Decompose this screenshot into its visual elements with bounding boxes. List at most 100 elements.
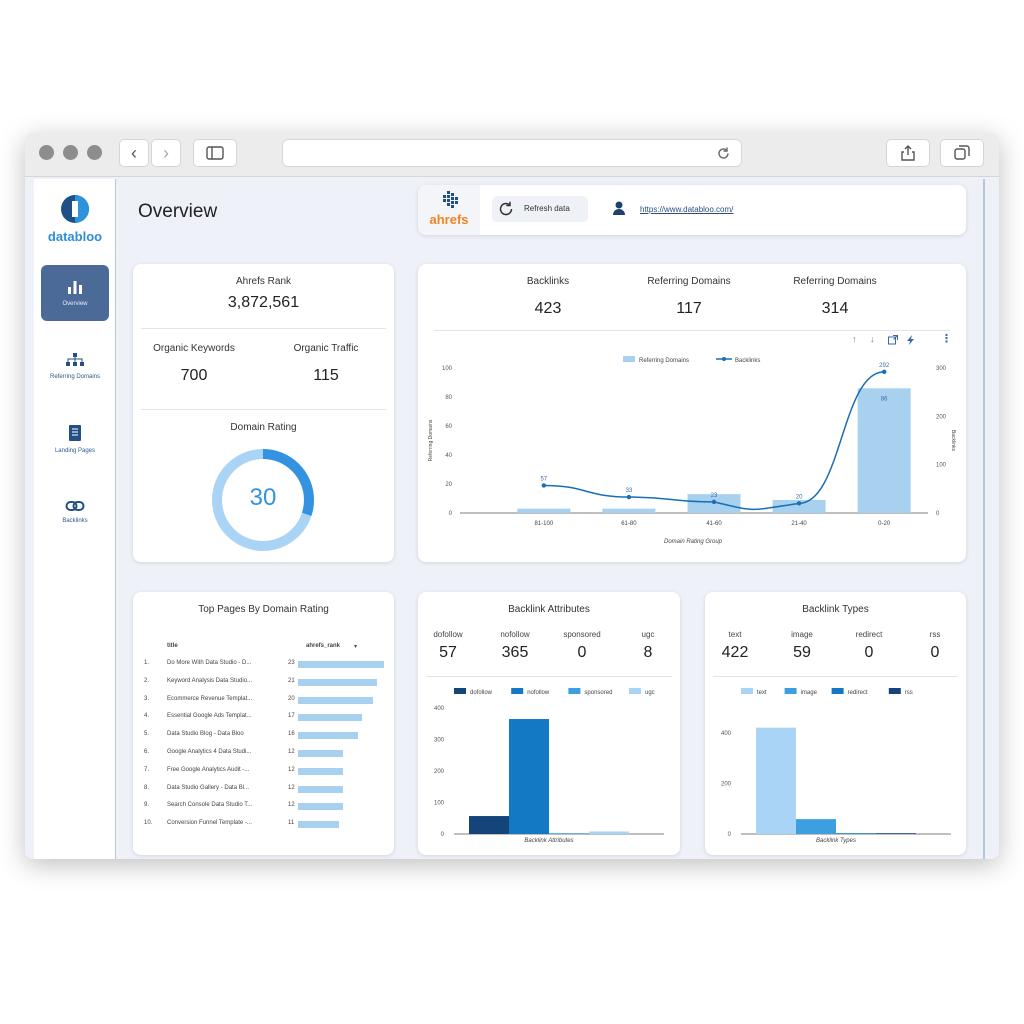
table-row[interactable]: 3. Ecommerce Revenue Templat... 20	[133, 696, 394, 708]
row-bar	[298, 714, 362, 722]
site-link[interactable]: https://www.databloo.com/	[640, 205, 734, 214]
row-bar	[298, 785, 343, 793]
legend-swatch-dofollow	[454, 688, 466, 694]
y-tick-label: 100	[442, 366, 453, 372]
backlink-types-chart: text image redirect rss 0 200 400 Backlink Type…	[721, 688, 951, 844]
more-options-icon[interactable]: ⋮	[941, 333, 952, 345]
bar-referring-domains[interactable]	[772, 499, 826, 513]
share-button[interactable]	[886, 139, 930, 167]
y-tick-label: 0	[449, 511, 453, 517]
bar-referring-domains[interactable]	[857, 388, 911, 513]
point-backlinks[interactable]	[881, 369, 887, 375]
point-backlinks[interactable]	[541, 483, 547, 488]
refresh-icon	[499, 201, 513, 216]
table-row[interactable]: 6. Google Analytics 4 Data Studi... 12	[133, 749, 394, 761]
organic-keywords-value: 700	[180, 367, 208, 384]
forward-button[interactable]: ›	[151, 139, 181, 167]
row-title: Do More With Data Studio - D...	[167, 660, 252, 666]
x-tick-label: 21-40	[791, 521, 807, 527]
browser-toolbar: ‹ ›	[25, 133, 999, 177]
table-row[interactable]: 1. Do More With Data Studio - D... 23	[133, 660, 394, 672]
table-row[interactable]: 8. Data Studio Gallery - Data Bl... 12	[133, 785, 394, 797]
bar-redirect[interactable]	[836, 833, 876, 834]
sidebar-item-referring-domains[interactable]: Referring Domains	[41, 338, 109, 394]
legend-label-nofollow: nofollow	[527, 690, 550, 696]
bar-referring-domains[interactable]	[602, 508, 656, 513]
stat-label-nofollow: nofollow	[500, 630, 530, 639]
backlinks-label: Backlinks	[526, 276, 570, 287]
databloo-logo-icon	[61, 195, 89, 223]
legend-label-sponsored: sponsored	[584, 690, 612, 696]
window-minimize-icon[interactable]	[63, 145, 78, 160]
tabs-button[interactable]	[940, 139, 984, 167]
export-icon[interactable]	[888, 335, 898, 345]
bar-dofollow[interactable]	[469, 816, 509, 834]
bar-rss[interactable]	[876, 833, 916, 834]
back-button[interactable]: ‹	[119, 139, 149, 167]
row-bar	[298, 661, 384, 668]
column-header-title[interactable]: title	[167, 643, 178, 649]
sidebar: databloo Overview Referring Domains Land…	[34, 179, 116, 859]
bar-sponsored[interactable]	[549, 833, 589, 834]
y-tick-label: 400	[721, 731, 732, 737]
row-title: Search Console Data Studio T...	[167, 802, 253, 809]
explore-icon[interactable]	[906, 335, 916, 345]
x-axis-title: Backlink Types	[816, 838, 856, 844]
divider	[141, 328, 386, 329]
stat-value-sponsored: 0	[577, 644, 587, 661]
refresh-data-button[interactable]: Refresh data	[492, 196, 588, 222]
window-close-icon[interactable]	[39, 145, 54, 160]
row-bar	[298, 767, 343, 775]
row-number: 9.	[144, 802, 150, 809]
column-header-ahrefs-rank[interactable]: ahrefs_rank	[306, 643, 341, 649]
legend-label-backlinks: Backlinks	[735, 358, 760, 364]
sort-ascending-icon[interactable]: ↑	[852, 334, 857, 344]
stat-value-text: 422	[721, 644, 749, 661]
point-backlinks[interactable]	[711, 499, 717, 505]
stat-label-sponsored: sponsored	[563, 630, 601, 639]
bar-image[interactable]	[796, 819, 836, 834]
table-row[interactable]: 10. Conversion Funnel Template -... 11	[133, 820, 394, 832]
sidebar-item-backlinks[interactable]: Backlinks	[41, 484, 109, 540]
backlinks-summary-card: Backlinks 423 Referring Domains 117 Refe…	[418, 264, 966, 562]
row-value: 23	[288, 660, 295, 666]
backlink-attributes-card: Backlink Attributes dofollow nofollow spon…	[418, 592, 680, 855]
sidebar-item-overview[interactable]: Overview	[41, 265, 109, 321]
window-zoom-icon[interactable]	[87, 145, 102, 160]
sort-desc-icon[interactable]: ▾	[354, 644, 358, 650]
divider	[426, 676, 672, 677]
x-tick-label: 41-60	[706, 521, 722, 527]
referring-domains-2-value: 314	[821, 300, 849, 317]
row-number: 4.	[144, 713, 150, 720]
table-row[interactable]: 7. Free Google Analytics Audit -... 12	[133, 767, 394, 779]
bar-ugc[interactable]	[589, 831, 629, 834]
row-number: 8.	[144, 784, 150, 791]
table-row[interactable]: 2. Keyword Analysis Data Studio... 21	[133, 678, 394, 690]
divider	[141, 409, 386, 410]
bar-nofollow[interactable]	[509, 719, 549, 834]
y2-tick-label: 100	[936, 463, 947, 469]
domain-rating-gauge	[212, 449, 314, 551]
table-row[interactable]: 4. Essential Google Ads Templat... 17	[133, 713, 394, 725]
x-tick-label: 61-80	[621, 521, 637, 527]
sidebar-toggle-button[interactable]	[193, 139, 237, 167]
reload-icon[interactable]	[716, 146, 731, 161]
bar-text[interactable]	[756, 727, 796, 834]
legend-label-rss: rss	[905, 690, 913, 696]
page-title: Overview	[138, 201, 218, 222]
y-tick-label: 20	[445, 482, 452, 488]
address-bar[interactable]	[282, 139, 742, 167]
point-backlinks[interactable]	[626, 494, 632, 500]
sidebar-item-label: Landing Pages	[54, 448, 96, 454]
sort-descending-icon[interactable]: ↓	[870, 334, 875, 344]
bar-referring-domains[interactable]	[517, 508, 571, 513]
table-row[interactable]: 5. Data Studio Blog - Data Bloo 16	[133, 731, 394, 743]
row-number: 2.	[144, 677, 150, 684]
legend-label-referring-domains: Referring Domains	[639, 358, 689, 364]
row-number: 6.	[144, 749, 150, 755]
legend-swatch-sponsored	[568, 688, 581, 694]
browser-window: ‹ › databloo Overview	[25, 133, 999, 859]
table-row[interactable]: 9. Search Console Data Studio T... 12	[133, 802, 394, 814]
point-backlinks[interactable]	[796, 501, 802, 506]
sidebar-item-landing-pages[interactable]: Landing Pages	[41, 411, 109, 467]
